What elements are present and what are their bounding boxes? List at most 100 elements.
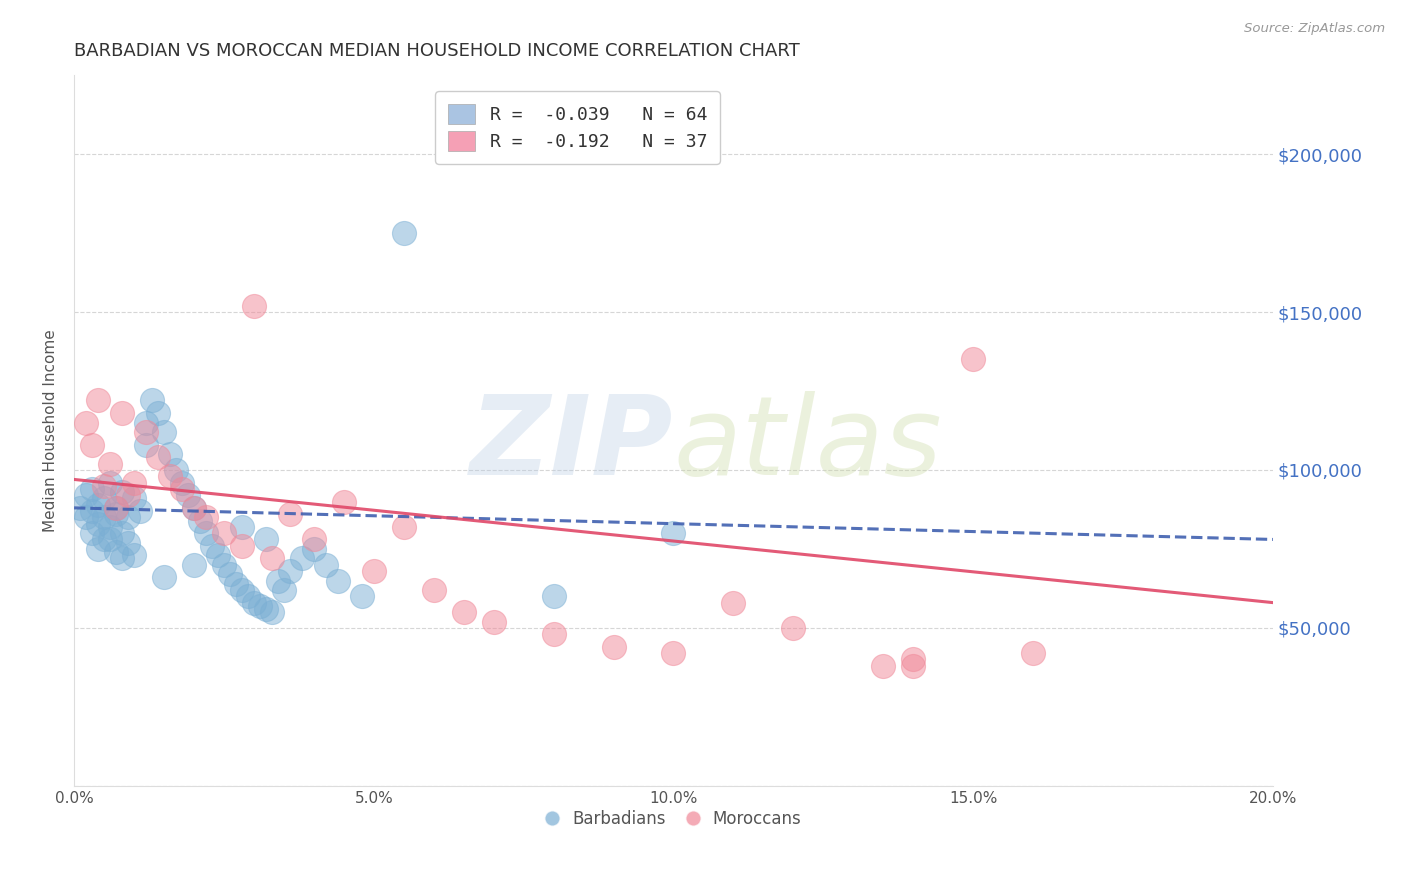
- Point: [231, 539, 253, 553]
- Point: [87, 498, 110, 512]
- Point: [122, 548, 145, 562]
- Point: [146, 450, 169, 465]
- Point: [278, 507, 301, 521]
- Point: [350, 589, 373, 603]
- Point: [212, 558, 235, 572]
- Point: [903, 658, 925, 673]
- Point: [872, 658, 894, 673]
- Point: [80, 438, 103, 452]
- Point: [392, 520, 415, 534]
- Point: [273, 582, 295, 597]
- Point: [723, 596, 745, 610]
- Point: [1022, 646, 1045, 660]
- Point: [87, 541, 110, 556]
- Point: [165, 463, 187, 477]
- Point: [260, 551, 283, 566]
- Point: [662, 646, 685, 660]
- Point: [243, 299, 266, 313]
- Point: [93, 491, 115, 506]
- Point: [80, 526, 103, 541]
- Text: atlas: atlas: [673, 392, 942, 499]
- Point: [98, 475, 121, 490]
- Point: [105, 500, 128, 515]
- Point: [93, 510, 115, 524]
- Point: [254, 602, 277, 616]
- Point: [135, 438, 157, 452]
- Point: [183, 500, 205, 515]
- Point: [225, 576, 247, 591]
- Point: [141, 393, 163, 408]
- Point: [236, 589, 259, 603]
- Point: [201, 539, 224, 553]
- Point: [302, 541, 325, 556]
- Point: [219, 567, 242, 582]
- Point: [129, 504, 152, 518]
- Point: [117, 488, 139, 502]
- Text: Source: ZipAtlas.com: Source: ZipAtlas.com: [1244, 22, 1385, 36]
- Point: [422, 582, 444, 597]
- Point: [105, 500, 128, 515]
- Point: [153, 425, 176, 439]
- Point: [111, 551, 134, 566]
- Point: [117, 510, 139, 524]
- Point: [98, 533, 121, 547]
- Point: [231, 520, 253, 534]
- Point: [75, 510, 97, 524]
- Point: [254, 533, 277, 547]
- Legend: Barbadians, Moroccans: Barbadians, Moroccans: [538, 803, 808, 834]
- Point: [602, 640, 624, 654]
- Point: [249, 599, 271, 613]
- Point: [153, 570, 176, 584]
- Point: [111, 526, 134, 541]
- Point: [188, 514, 211, 528]
- Point: [111, 406, 134, 420]
- Point: [662, 526, 685, 541]
- Point: [75, 416, 97, 430]
- Point: [122, 491, 145, 506]
- Point: [111, 485, 134, 500]
- Point: [302, 533, 325, 547]
- Point: [315, 558, 337, 572]
- Y-axis label: Median Household Income: Median Household Income: [44, 329, 58, 532]
- Point: [363, 564, 385, 578]
- Point: [962, 352, 984, 367]
- Point: [135, 425, 157, 439]
- Point: [105, 507, 128, 521]
- Point: [80, 482, 103, 496]
- Point: [231, 582, 253, 597]
- Point: [183, 500, 205, 515]
- Text: BARBADIAN VS MOROCCAN MEDIAN HOUSEHOLD INCOME CORRELATION CHART: BARBADIAN VS MOROCCAN MEDIAN HOUSEHOLD I…: [75, 42, 800, 60]
- Point: [170, 475, 193, 490]
- Point: [87, 393, 110, 408]
- Point: [93, 533, 115, 547]
- Point: [194, 526, 217, 541]
- Point: [243, 596, 266, 610]
- Point: [453, 605, 475, 619]
- Point: [267, 574, 290, 588]
- Point: [543, 627, 565, 641]
- Point: [135, 416, 157, 430]
- Text: ZIP: ZIP: [470, 392, 673, 499]
- Point: [278, 564, 301, 578]
- Point: [87, 516, 110, 531]
- Point: [543, 589, 565, 603]
- Point: [122, 475, 145, 490]
- Point: [93, 479, 115, 493]
- Point: [903, 652, 925, 666]
- Point: [159, 447, 181, 461]
- Point: [159, 469, 181, 483]
- Point: [782, 621, 804, 635]
- Point: [117, 535, 139, 549]
- Point: [177, 488, 200, 502]
- Point: [392, 226, 415, 240]
- Point: [183, 558, 205, 572]
- Point: [212, 526, 235, 541]
- Point: [170, 482, 193, 496]
- Point: [105, 545, 128, 559]
- Point: [69, 500, 91, 515]
- Point: [80, 504, 103, 518]
- Point: [207, 548, 229, 562]
- Point: [98, 457, 121, 471]
- Point: [291, 551, 314, 566]
- Point: [326, 574, 349, 588]
